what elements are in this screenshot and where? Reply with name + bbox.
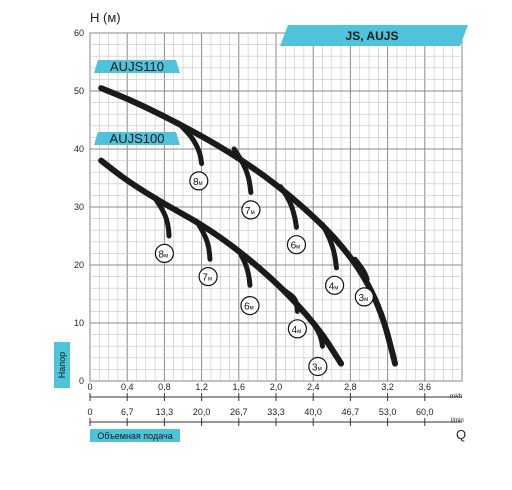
x2-tick-label: 40,0 — [304, 407, 322, 417]
brand-label: JS, AUJS — [346, 29, 399, 43]
x-tick-label: 0,8 — [158, 382, 171, 392]
depth-tag-label: 8м — [159, 249, 169, 260]
depth-tag-label: 7м — [202, 273, 212, 284]
depth-tag-label: 3м — [359, 293, 369, 304]
depth-tag-unit: м — [164, 253, 168, 259]
y-axis-title: H (м) — [90, 10, 121, 25]
y-tick-label: 0 — [79, 376, 84, 386]
depth-tag-circle — [189, 171, 209, 191]
depth-tag-label: 6м — [291, 241, 301, 252]
depth-tag-unit: м — [251, 210, 255, 216]
depth-tag-label: 6м — [244, 302, 254, 313]
depth-tags: 8м 7м 6м 4м 3м 8м 7м 6м 4м 3м — [154, 171, 374, 377]
depth-branch-3m — [312, 323, 325, 349]
series-label-aujs110: AUJS110 — [110, 59, 164, 74]
depth-tag-circle — [241, 200, 261, 220]
depth-tag-label: 4м — [292, 325, 302, 336]
x2-tick-label: 26,7 — [230, 407, 248, 417]
depth-tag-label: 3м — [312, 363, 322, 374]
x-tick-label: 3,6 — [419, 382, 432, 392]
depth-tag-unit: м — [297, 329, 301, 335]
x2-tick-label: 33,3 — [267, 407, 285, 417]
depth-tag-circle — [324, 275, 345, 295]
x2-tick-label: 6,7 — [121, 407, 134, 417]
x-tick-label: 1,2 — [195, 382, 208, 392]
depth-branch-8m — [175, 120, 205, 166]
depth-branch-7m — [194, 219, 213, 262]
x2-tick-label: 0 — [87, 407, 92, 417]
axes: 0 10 20 30 40 50 60 0 0,4 0,8 1,2 1,6 2,0 2,4 2,8 3,2 3,… — [74, 28, 462, 426]
depth-tag-circle — [286, 235, 307, 255]
depth-tag-unit: м — [364, 297, 368, 303]
x2-tick-label: 13,3 — [156, 407, 174, 417]
depth-branch-4m — [320, 221, 339, 271]
depth-tag-unit: м — [318, 367, 322, 373]
depth-tag-circle — [308, 356, 328, 377]
depth-tag-unit: м — [199, 181, 203, 187]
x-tick-label: 2,8 — [344, 382, 357, 392]
depth-tag-circle — [287, 319, 307, 339]
depth-tag-circle — [354, 287, 374, 307]
depth-tag-label: 4м — [329, 281, 339, 292]
x-axis-symbol: Q — [456, 427, 466, 442]
y-side-label: Напор — [57, 352, 67, 378]
x2-tick-label: 46,7 — [342, 407, 360, 417]
depth-branch-3m — [352, 256, 370, 282]
x-tick-label: 2,4 — [307, 382, 320, 392]
x2-tick-label: 60,0 — [416, 407, 434, 417]
depth-tag-circle — [154, 243, 174, 263]
depth-branch-6m — [278, 184, 299, 230]
depth-tag-circle — [240, 296, 260, 316]
depth-tag-label: 7м — [245, 206, 255, 217]
depth-tag-circle — [198, 267, 218, 287]
x2-tick-label: 53,0 — [379, 407, 397, 417]
series-tag-aujs110-bg — [94, 60, 180, 73]
depth-branch-7m — [231, 146, 254, 195]
depth-tag-unit: м — [296, 245, 300, 251]
series-label-aujs100: AUJS100 — [110, 131, 165, 146]
y-tick-label: 40 — [74, 144, 84, 154]
series-tag-aujs100-bg — [94, 132, 180, 145]
y-tick-label: 30 — [74, 202, 84, 212]
y-tick-label: 10 — [74, 318, 84, 328]
x-unit-label: m³/h — [450, 394, 462, 400]
grid — [89, 32, 463, 382]
depth-tag-label: 8м — [193, 177, 203, 188]
depth-tag-unit: м — [334, 285, 338, 291]
x-bottom-label: Объемная подача — [97, 431, 172, 441]
brand-band — [280, 25, 468, 46]
x2-tick-label: 20,0 — [193, 407, 211, 417]
y-tick-label: 60 — [74, 28, 84, 38]
x-tick-label: 2,0 — [270, 382, 283, 392]
x-tick-label: 3,2 — [381, 382, 394, 392]
x-tick-label: 1,6 — [233, 382, 246, 392]
depth-branch-4m — [282, 288, 300, 314]
curves — [98, 85, 399, 367]
depth-tag-unit: м — [208, 277, 212, 283]
y-tick-label: 50 — [74, 86, 84, 96]
x-tick-label: 0,4 — [121, 382, 134, 392]
depth-branch-8m — [152, 195, 172, 239]
y-tick-label: 20 — [74, 260, 84, 270]
x2-unit-label: l/min — [451, 418, 464, 424]
depth-tag-unit: м — [250, 306, 254, 312]
x-bottom-label-bg — [90, 429, 180, 442]
depth-branch-6m — [236, 248, 253, 288]
y-side-label-bg — [54, 342, 70, 388]
x-tick-label: 0 — [87, 382, 92, 392]
